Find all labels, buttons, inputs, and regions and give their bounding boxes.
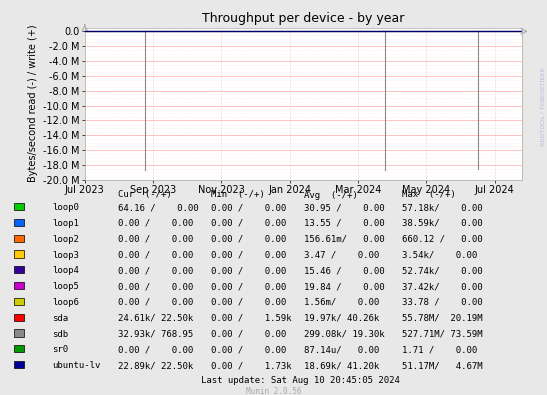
Text: 0.00 /    0.00: 0.00 / 0.00	[118, 235, 193, 244]
Text: loop1: loop1	[52, 219, 79, 228]
Text: sdb: sdb	[52, 329, 68, 339]
Text: 0.00 /    1.59k: 0.00 / 1.59k	[211, 314, 291, 323]
Text: loop6: loop6	[52, 298, 79, 307]
Text: 0.00 /    0.00: 0.00 / 0.00	[211, 235, 286, 244]
Text: 51.17M/   4.67M: 51.17M/ 4.67M	[402, 361, 482, 370]
Text: loop5: loop5	[52, 282, 79, 291]
Text: 1.71 /    0.00: 1.71 / 0.00	[402, 345, 478, 354]
Text: Last update: Sat Aug 10 20:45:05 2024: Last update: Sat Aug 10 20:45:05 2024	[201, 376, 400, 385]
Text: 1.56m/    0.00: 1.56m/ 0.00	[304, 298, 379, 307]
Text: Avg  (-/+): Avg (-/+)	[304, 190, 357, 199]
Text: loop4: loop4	[52, 266, 79, 275]
Text: 57.18k/    0.00: 57.18k/ 0.00	[402, 203, 482, 212]
Text: 18.69k/ 41.20k: 18.69k/ 41.20k	[304, 361, 379, 370]
Text: 64.16 /    0.00: 64.16 / 0.00	[118, 203, 198, 212]
Text: Cur  (-/+): Cur (-/+)	[118, 190, 171, 199]
Text: 19.97k/ 40.26k: 19.97k/ 40.26k	[304, 314, 379, 323]
Text: sr0: sr0	[52, 345, 68, 354]
Text: RRDTOOL / TOBIOETIKER: RRDTOOL / TOBIOETIKER	[541, 67, 546, 146]
Text: Max  (-/+): Max (-/+)	[402, 190, 456, 199]
Text: loop3: loop3	[52, 250, 79, 260]
Text: 0.00 /    0.00: 0.00 / 0.00	[211, 266, 286, 275]
Text: 0.00 /    0.00: 0.00 / 0.00	[211, 298, 286, 307]
Text: 87.14u/   0.00: 87.14u/ 0.00	[304, 345, 379, 354]
Text: 0.00 /    0.00: 0.00 / 0.00	[118, 219, 193, 228]
Text: 19.84 /    0.00: 19.84 / 0.00	[304, 282, 384, 291]
Text: 0.00 /    0.00: 0.00 / 0.00	[211, 282, 286, 291]
Text: 0.00 /    0.00: 0.00 / 0.00	[211, 250, 286, 260]
Text: 0.00 /    0.00: 0.00 / 0.00	[118, 282, 193, 291]
Text: ubuntu-lv: ubuntu-lv	[52, 361, 100, 370]
Text: loop2: loop2	[52, 235, 79, 244]
Text: 0.00 /    1.73k: 0.00 / 1.73k	[211, 361, 291, 370]
Text: 0.00 /    0.00: 0.00 / 0.00	[211, 203, 286, 212]
Text: 37.42k/    0.00: 37.42k/ 0.00	[402, 282, 482, 291]
Text: 299.08k/ 19.30k: 299.08k/ 19.30k	[304, 329, 384, 339]
Text: 13.55 /    0.00: 13.55 / 0.00	[304, 219, 384, 228]
Text: 3.54k/    0.00: 3.54k/ 0.00	[402, 250, 478, 260]
Y-axis label: Bytes/second read (-) / write (+): Bytes/second read (-) / write (+)	[28, 25, 38, 182]
Text: 38.59k/    0.00: 38.59k/ 0.00	[402, 219, 482, 228]
Text: 156.61m/   0.00: 156.61m/ 0.00	[304, 235, 384, 244]
Text: 30.95 /    0.00: 30.95 / 0.00	[304, 203, 384, 212]
Text: Min  (-/+): Min (-/+)	[211, 190, 264, 199]
Text: Munin 2.0.56: Munin 2.0.56	[246, 387, 301, 395]
Text: 660.12 /   0.00: 660.12 / 0.00	[402, 235, 482, 244]
Text: 0.00 /    0.00: 0.00 / 0.00	[211, 329, 286, 339]
Text: 0.00 /    0.00: 0.00 / 0.00	[211, 219, 286, 228]
Text: 33.78 /    0.00: 33.78 / 0.00	[402, 298, 482, 307]
Text: 24.61k/ 22.50k: 24.61k/ 22.50k	[118, 314, 193, 323]
Text: 3.47 /    0.00: 3.47 / 0.00	[304, 250, 379, 260]
Text: 32.93k/ 768.95: 32.93k/ 768.95	[118, 329, 193, 339]
Text: 15.46 /    0.00: 15.46 / 0.00	[304, 266, 384, 275]
Text: 55.78M/  20.19M: 55.78M/ 20.19M	[402, 314, 482, 323]
Text: 0.00 /    0.00: 0.00 / 0.00	[118, 298, 193, 307]
Text: sda: sda	[52, 314, 68, 323]
Text: 22.89k/ 22.50k: 22.89k/ 22.50k	[118, 361, 193, 370]
Text: 52.74k/    0.00: 52.74k/ 0.00	[402, 266, 482, 275]
Text: loop0: loop0	[52, 203, 79, 212]
Text: 0.00 /    0.00: 0.00 / 0.00	[118, 250, 193, 260]
Text: 0.00 /    0.00: 0.00 / 0.00	[118, 345, 193, 354]
Title: Throughput per device - by year: Throughput per device - by year	[202, 12, 405, 25]
Text: 0.00 /    0.00: 0.00 / 0.00	[118, 266, 193, 275]
Text: 527.71M/ 73.59M: 527.71M/ 73.59M	[402, 329, 482, 339]
Text: 0.00 /    0.00: 0.00 / 0.00	[211, 345, 286, 354]
